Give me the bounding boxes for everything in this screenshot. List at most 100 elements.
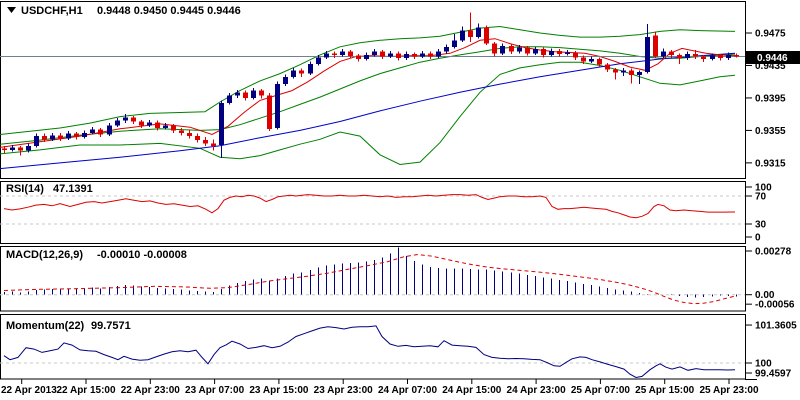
bull-candle (275, 84, 280, 128)
macd-axis-label: 0.00 (755, 290, 775, 301)
bull-candle (123, 117, 128, 121)
bear-candle (653, 35, 658, 57)
bear-candle (693, 54, 698, 57)
main-chart-panel[interactable]: 0.9475 0.9435 0.9395 0.9355 0.9315 (0, 12, 786, 170)
momentum-line (3, 325, 736, 379)
momentum-axis-label: 100 (755, 359, 772, 370)
bear-candle (2, 148, 7, 150)
bull-candle (66, 133, 71, 139)
current-price-box (746, 51, 800, 64)
bull-candle (107, 125, 112, 135)
rsi-axis-label: 30 (755, 220, 767, 231)
bull-candle (227, 95, 232, 103)
bull-candle (621, 70, 626, 73)
bull-candle (444, 46, 449, 52)
bear-candle (484, 27, 489, 44)
rsi-line (3, 194, 735, 219)
bull-candle (235, 92, 240, 96)
bull-candle (372, 51, 377, 55)
bear-candle (243, 92, 248, 98)
bear-candle (42, 136, 47, 140)
time-axis-label: 22 Apr 2013 (1, 385, 57, 396)
bear-candle (380, 51, 385, 57)
bear-candle (267, 95, 272, 129)
bear-candle (718, 55, 723, 59)
bull-candle (308, 63, 313, 74)
bull-candle (324, 53, 329, 58)
macd-title: MACD(12,26,9) -0.00010 -0.00008 (6, 249, 187, 261)
bull-candle (163, 125, 168, 128)
main-frame (0, 1, 746, 179)
time-axis-label: 25 Apr 07:00 (571, 385, 631, 396)
bull-candle (500, 46, 505, 54)
bull-candle (219, 102, 224, 145)
bull-candle (404, 54, 409, 59)
bear-candle (629, 70, 634, 76)
price-axis-label: 0.9395 (755, 93, 786, 104)
bear-candle (412, 54, 417, 57)
bull-candle (685, 54, 690, 59)
rsi-axis-label: 0 (755, 233, 761, 244)
bull-candle (147, 122, 152, 126)
bull-candle (637, 72, 642, 76)
bear-candle (541, 49, 546, 55)
bear-candle (179, 130, 184, 133)
bear-candle (492, 43, 497, 54)
macd-axis-label: 0.00278 (755, 247, 792, 258)
bull-candle (251, 90, 256, 98)
macd-frame (0, 246, 746, 312)
bollinger-upper-line (0, 25, 736, 135)
bear-candle (139, 121, 144, 126)
symbol-marker-icon (7, 7, 16, 13)
bear-candle (187, 132, 192, 136)
momentum-title: Momentum(22) 99.7571 (6, 320, 131, 332)
bull-candle (388, 53, 393, 57)
bull-candle (645, 37, 650, 72)
bull-candle (50, 135, 55, 140)
macd-panel[interactable]: 0.00278 0.00-0.00056 (0, 247, 795, 311)
chart-title: USDCHF,H1 0.9448 0.9450 0.9445 0.9446 (21, 5, 241, 17)
time-axis-label: 22 Apr 15:00 (56, 385, 116, 396)
bear-candle (58, 135, 63, 139)
bull-candle (340, 51, 345, 55)
bear-candle (98, 129, 103, 135)
rsi-axis-label: 100 (755, 183, 772, 194)
time-axis-label: 25 Apr 23:00 (699, 385, 759, 396)
bull-candle (565, 52, 570, 55)
bull-candle (283, 76, 288, 85)
time-axis-label: 24 Apr 15:00 (442, 385, 502, 396)
bear-candle (131, 117, 136, 122)
time-axis-label: 23 Apr 23:00 (314, 385, 374, 396)
time-axis-label: 23 Apr 07:00 (185, 385, 245, 396)
bear-candle (18, 147, 23, 151)
bear-candle (171, 125, 176, 131)
current-price-label: 0.9446 (757, 53, 788, 64)
panel-frames (0, 1, 757, 380)
bear-candle (613, 69, 618, 73)
time-axis[interactable]: 22 Apr 2013 22 Apr 15:00 22 Apr 23:00 23 Ap… (1, 379, 759, 397)
rsi-frame (0, 181, 746, 244)
bull-candle (316, 57, 321, 64)
bear-candle (396, 53, 401, 59)
price-axis-label: 0.9475 (755, 29, 786, 40)
bull-candle (460, 30, 465, 41)
bear-candle (299, 70, 304, 74)
bull-candle (115, 120, 120, 126)
bull-candle (10, 147, 15, 150)
bear-candle (348, 51, 353, 56)
bear-candle (669, 51, 674, 55)
bear-candle (356, 55, 361, 59)
momentum-axis-label: 101.3605 (755, 321, 797, 332)
bollinger-middle-line (0, 46, 736, 145)
bear-candle (428, 53, 433, 57)
bear-candle (573, 52, 578, 58)
bear-candle (734, 54, 739, 57)
bull-candle (420, 53, 425, 57)
bull-candle (34, 136, 39, 146)
bull-candle (26, 145, 31, 151)
momentum-axis-label: 99.4597 (755, 369, 792, 380)
bull-candle (710, 55, 715, 59)
